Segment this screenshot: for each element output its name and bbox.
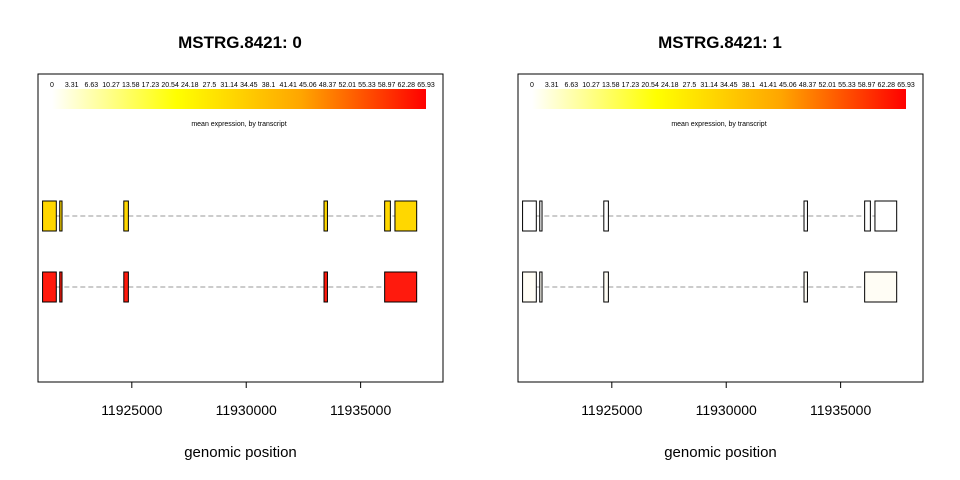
exon xyxy=(323,271,328,303)
colorbar-tick-label: 27.5 xyxy=(203,82,217,89)
exon xyxy=(539,271,543,303)
colorbar-tick-label: 52.01 xyxy=(818,82,836,89)
colorbar-tick-label: 38.1 xyxy=(262,82,276,89)
x-tick-label: 11930000 xyxy=(216,402,277,418)
colorbar-tick-label: 65.93 xyxy=(417,82,435,89)
colorbar-tick-label: 45.06 xyxy=(779,82,797,89)
colorbar-tick-label: 0 xyxy=(530,82,534,89)
colorbar-tick-label: 6.63 xyxy=(565,82,579,89)
colorbar-tick-label: 58.97 xyxy=(378,82,396,89)
colorbar-tick-label: 24.18 xyxy=(181,82,199,89)
exon xyxy=(522,200,537,232)
colorbar-tick-label: 34.45 xyxy=(240,82,258,89)
exon xyxy=(59,271,63,303)
x-tick-label: 11935000 xyxy=(810,402,871,418)
x-axis-label: genomic position xyxy=(184,444,297,461)
exon xyxy=(42,271,57,303)
panel-transcript-0: MSTRG.8421: 0 0 3.31 6.63 10.27 13.58 17.23 20.… xyxy=(37,33,444,461)
exon xyxy=(803,271,808,303)
colorbar-caption: mean expression, by transcript xyxy=(671,121,766,128)
exon xyxy=(874,200,898,232)
colorbar-tick-label: 13.58 xyxy=(602,82,620,89)
colorbar-tick-label: 0 xyxy=(50,82,54,89)
exon xyxy=(384,200,391,232)
colorbar-tick-label: 48.37 xyxy=(799,82,817,89)
colorbar-tick-label: 45.06 xyxy=(299,82,317,89)
exon xyxy=(864,271,898,303)
x-tick-label: 11925000 xyxy=(101,402,162,418)
colorbar-caption: mean expression, by transcript xyxy=(191,121,286,128)
colorbar-tick-label: 38.1 xyxy=(742,82,756,89)
exon xyxy=(384,271,418,303)
exon xyxy=(603,271,609,303)
colorbar-tick-label: 55.33 xyxy=(838,82,856,89)
colorbar-tick-label: 3.31 xyxy=(545,82,559,89)
x-tick-label: 11925000 xyxy=(581,402,642,418)
colorbar-tick-label: 52.01 xyxy=(338,82,356,89)
colorbar-tick-label: 48.37 xyxy=(319,82,337,89)
colorbar-tick-label: 55.33 xyxy=(358,82,376,89)
exon xyxy=(803,200,808,232)
colorbar-tick-label: 62.28 xyxy=(878,82,896,89)
colorbar-tick-label: 10.27 xyxy=(102,82,120,89)
colorbar-tick-label: 34.45 xyxy=(720,82,738,89)
exon xyxy=(394,200,418,232)
exon xyxy=(864,200,871,232)
panel-title: MSTRG.8421: 0 xyxy=(178,33,302,52)
colorbar-tick-label: 6.63 xyxy=(85,82,99,89)
exon xyxy=(522,271,537,303)
colorbar-tick-label: 20.54 xyxy=(161,82,179,89)
colorbar-tick-label: 10.27 xyxy=(582,82,600,89)
colorbar-tick-label: 20.54 xyxy=(641,82,659,89)
panel-transcript-1: MSTRG.8421: 1 0 3.31 6.63 10.27 13.58 17.23 20.… xyxy=(517,33,924,461)
colorbar-tick-label: 31.14 xyxy=(700,82,718,89)
colorbar-tick-label: 24.18 xyxy=(661,82,679,89)
colorbar-tick-label: 65.93 xyxy=(897,82,915,89)
colorbar-tick-label: 41.41 xyxy=(759,82,777,89)
colorbar-tick-label: 17.23 xyxy=(622,82,640,89)
x-axis-label: genomic position xyxy=(664,444,777,461)
panel-title: MSTRG.8421: 1 xyxy=(658,33,782,52)
colorbar-tick-label: 62.28 xyxy=(398,82,416,89)
colorbar-tick-label: 27.5 xyxy=(683,82,697,89)
exon xyxy=(123,271,129,303)
exon xyxy=(123,200,129,232)
expression-colorbar xyxy=(52,89,426,109)
colorbar-tick-label: 3.31 xyxy=(65,82,79,89)
colorbar-tick-label: 13.58 xyxy=(122,82,140,89)
x-tick-label: 11935000 xyxy=(330,402,391,418)
x-tick-label: 11930000 xyxy=(696,402,757,418)
exon xyxy=(603,200,609,232)
exon xyxy=(539,200,543,232)
exon xyxy=(59,200,63,232)
colorbar-tick-label: 41.41 xyxy=(279,82,297,89)
colorbar-tick-label: 17.23 xyxy=(142,82,160,89)
exon xyxy=(323,200,328,232)
expression-colorbar xyxy=(532,89,906,109)
colorbar-tick-label: 58.97 xyxy=(858,82,876,89)
exon xyxy=(42,200,57,232)
colorbar-tick-label: 31.14 xyxy=(220,82,238,89)
